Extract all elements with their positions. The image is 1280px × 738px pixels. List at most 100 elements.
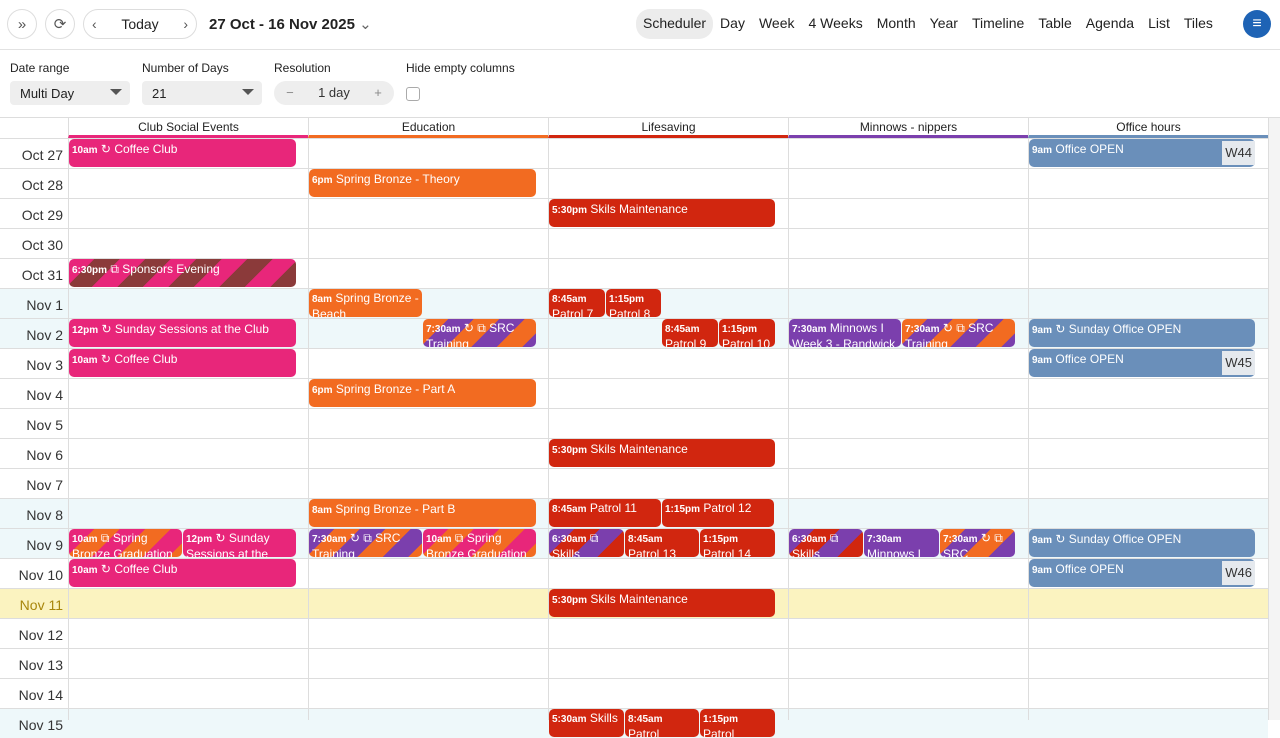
view-tab-tiles[interactable]: Tiles bbox=[1183, 15, 1213, 31]
day-row[interactable]: Nov 14 bbox=[0, 678, 1268, 708]
event[interactable]: 7:30am ↻ ⧉ SRC bbox=[940, 529, 1015, 557]
resource-header: Minnows - nippers bbox=[788, 118, 1028, 138]
view-tab-4-weeks[interactable]: 4 Weeks bbox=[808, 15, 863, 31]
recurring-icon: ↻ bbox=[100, 562, 111, 576]
event[interactable]: 1:15pm Patrol 14 bbox=[700, 529, 775, 557]
refresh-button[interactable]: ⟳ bbox=[45, 9, 75, 39]
event[interactable]: 5:30pm Skils Maintenance bbox=[549, 589, 775, 617]
resolution-stepper[interactable]: − 1 day + bbox=[274, 81, 394, 105]
recurring-icon: ↻ ⧉ bbox=[349, 531, 372, 545]
event-title: Skills bbox=[589, 711, 618, 725]
view-tab-week[interactable]: Week bbox=[758, 15, 795, 31]
event[interactable]: 9am ↻ Sunday Office OPEN bbox=[1029, 529, 1255, 557]
day-row[interactable]: Nov 10 bbox=[0, 558, 1268, 588]
event[interactable]: 9am Office OPEN W44 bbox=[1029, 139, 1255, 167]
event[interactable]: 7:30am Minnows I Week bbox=[864, 529, 939, 557]
view-tab-agenda[interactable]: Agenda bbox=[1085, 15, 1135, 31]
event[interactable]: 6pm Spring Bronze - Part A bbox=[309, 379, 536, 407]
day-row[interactable]: Nov 3 bbox=[0, 348, 1268, 378]
event-time: 6pm bbox=[312, 385, 333, 396]
resolution-label: Resolution bbox=[274, 61, 331, 75]
event[interactable]: 10am ↻ Coffee Club bbox=[69, 559, 296, 587]
view-tab-timeline[interactable]: Timeline bbox=[971, 15, 1025, 31]
event[interactable]: 8am Spring Bronze - Part B bbox=[309, 499, 536, 527]
hide-empty-checkbox[interactable] bbox=[406, 87, 420, 101]
vertical-scrollbar[interactable] bbox=[1268, 118, 1280, 720]
event[interactable]: 10am ⧉ Spring Bronze Graduation bbox=[69, 529, 182, 557]
event[interactable]: 8:45am Patrol 11 bbox=[549, 499, 661, 527]
event-time: 7:30am bbox=[905, 324, 940, 335]
day-row[interactable]: Oct 27 bbox=[0, 138, 1268, 168]
event-time: 1:15pm bbox=[665, 504, 701, 515]
plus-icon[interactable]: + bbox=[374, 85, 382, 100]
event[interactable]: 9am Office OPEN W46 bbox=[1029, 559, 1255, 587]
event[interactable]: 12pm ↻ Sunday Sessions at the bbox=[183, 529, 296, 557]
event[interactable]: 5:30pm Skils Maintenance bbox=[549, 199, 775, 227]
recurring-icon: ↻ bbox=[215, 531, 226, 545]
event[interactable]: 10am ↻ Coffee Club bbox=[69, 349, 296, 377]
event-time: 9am bbox=[1032, 355, 1053, 366]
view-tab-year[interactable]: Year bbox=[929, 15, 958, 31]
day-label: Nov 1 bbox=[26, 297, 63, 313]
event-time: 1:15pm bbox=[609, 294, 645, 305]
day-row[interactable]: Oct 28 bbox=[0, 168, 1268, 198]
event[interactable]: 10am ⧉ Spring Bronze Graduation bbox=[423, 529, 536, 557]
event-time: 7:30am bbox=[312, 534, 347, 545]
event[interactable]: 10am ↻ Coffee Club bbox=[69, 139, 296, 167]
menu-button[interactable]: ≡ bbox=[1243, 10, 1271, 38]
event[interactable]: 6:30pm ⧉ Sponsors Evening bbox=[69, 259, 296, 287]
event[interactable]: 8:45am Patrol bbox=[625, 709, 699, 737]
caret-down-icon bbox=[110, 89, 122, 95]
date-range-select[interactable]: Multi Day bbox=[10, 81, 130, 105]
event[interactable]: 8:45am Patrol 13 bbox=[625, 529, 699, 557]
days-select[interactable]: 21 bbox=[142, 81, 262, 105]
event-time: 10am bbox=[426, 534, 452, 545]
event-time: 10am bbox=[72, 355, 98, 366]
event[interactable]: 6:30am ⧉ Skills bbox=[549, 529, 624, 557]
event[interactable]: 1:15pm Patrol 10 bbox=[719, 319, 775, 347]
event[interactable]: 6:30am ⧉ Skills bbox=[789, 529, 863, 557]
event[interactable]: 1:15pm Patrol 12 bbox=[662, 499, 774, 527]
view-tab-list[interactable]: List bbox=[1148, 15, 1170, 31]
today-button[interactable]: Today bbox=[121, 16, 159, 32]
event[interactable]: 7:30am ↻ ⧉ SRC Training bbox=[309, 529, 422, 557]
event[interactable]: 1:15pm Patrol 8 bbox=[606, 289, 661, 317]
days-label: Number of Days bbox=[142, 61, 229, 75]
event[interactable]: 8am Spring Bronze - Beach bbox=[309, 289, 422, 317]
day-row[interactable]: Nov 12 bbox=[0, 618, 1268, 648]
event[interactable]: 5:30am Skills bbox=[549, 709, 624, 737]
view-tab-scheduler[interactable]: Scheduler bbox=[636, 9, 714, 39]
event-time: 8am bbox=[312, 505, 333, 516]
event-time: 12pm bbox=[72, 325, 99, 336]
date-range-title[interactable]: 27 Oct - 16 Nov 2025 ⌄ bbox=[209, 15, 372, 33]
prev-chevron-icon[interactable]: ‹ bbox=[92, 16, 97, 32]
day-row[interactable]: Oct 30 bbox=[0, 228, 1268, 258]
day-label: Nov 14 bbox=[18, 687, 63, 703]
event[interactable]: 8:45am Patrol 9 bbox=[662, 319, 718, 347]
view-tab-day[interactable]: Day bbox=[720, 15, 745, 31]
event[interactable]: 7:30am ↻ ⧉ SRC Training bbox=[902, 319, 1015, 347]
event[interactable]: 9am ↻ Sunday Office OPEN bbox=[1029, 319, 1255, 347]
event[interactable]: 9am Office OPEN W45 bbox=[1029, 349, 1255, 377]
day-row[interactable]: Nov 7 bbox=[0, 468, 1268, 498]
day-row[interactable]: Nov 5 bbox=[0, 408, 1268, 438]
event[interactable]: 7:30am Minnows I Week 3 - Randwick bbox=[789, 319, 901, 347]
day-row[interactable]: Nov 6 bbox=[0, 438, 1268, 468]
next-chevron-icon[interactable]: › bbox=[183, 16, 188, 32]
day-label: Nov 8 bbox=[26, 507, 63, 523]
event[interactable]: 7:30am ↻ ⧉ SRC Training bbox=[423, 319, 536, 347]
day-row[interactable]: Oct 31 bbox=[0, 258, 1268, 288]
expand-sidebar-button[interactable]: » bbox=[7, 9, 37, 39]
event[interactable]: 6pm Spring Bronze - Theory bbox=[309, 169, 536, 197]
view-tab-month[interactable]: Month bbox=[876, 15, 916, 31]
day-row[interactable]: Nov 4 bbox=[0, 378, 1268, 408]
event[interactable]: 5:30pm Skils Maintenance bbox=[549, 439, 775, 467]
view-tab-table[interactable]: Table bbox=[1038, 15, 1072, 31]
day-row[interactable]: Oct 29 bbox=[0, 198, 1268, 228]
event[interactable]: 8:45am Patrol 7 bbox=[549, 289, 605, 317]
event[interactable]: 12pm ↻ Sunday Sessions at the Club bbox=[69, 319, 296, 347]
day-row[interactable]: Nov 13 bbox=[0, 648, 1268, 678]
event[interactable]: 1:15pm Patrol bbox=[700, 709, 775, 737]
minus-icon[interactable]: − bbox=[286, 85, 294, 100]
day-label: Nov 4 bbox=[26, 387, 63, 403]
